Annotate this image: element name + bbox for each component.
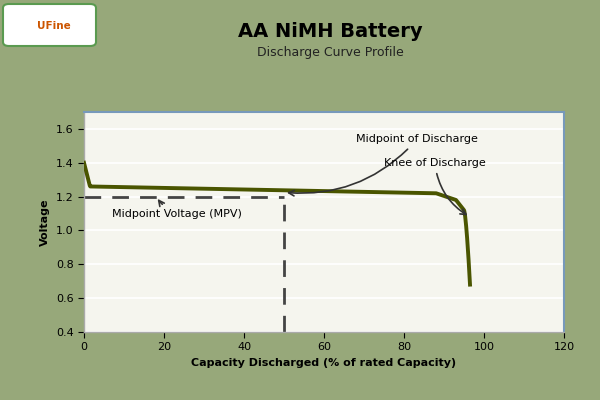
FancyBboxPatch shape xyxy=(3,4,96,46)
Y-axis label: Voltage: Voltage xyxy=(40,198,50,246)
Text: Discharge Curve Profile: Discharge Curve Profile xyxy=(257,46,403,59)
X-axis label: Capacity Discharged (% of rated Capacity): Capacity Discharged (% of rated Capacity… xyxy=(191,358,457,368)
Text: Knee of Discharge: Knee of Discharge xyxy=(384,158,486,214)
Text: UFine: UFine xyxy=(37,21,71,31)
Text: Midpoint of Discharge: Midpoint of Discharge xyxy=(289,134,478,196)
Text: AA NiMH Battery: AA NiMH Battery xyxy=(238,22,422,41)
Text: Midpoint Voltage (MPV): Midpoint Voltage (MPV) xyxy=(112,200,242,219)
